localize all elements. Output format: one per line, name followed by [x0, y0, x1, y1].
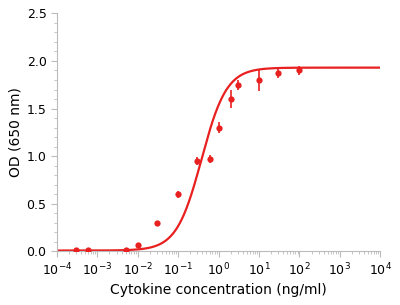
Y-axis label: OD (650 nm): OD (650 nm): [8, 88, 22, 177]
X-axis label: Cytokine concentration (ng/ml): Cytokine concentration (ng/ml): [110, 283, 327, 297]
